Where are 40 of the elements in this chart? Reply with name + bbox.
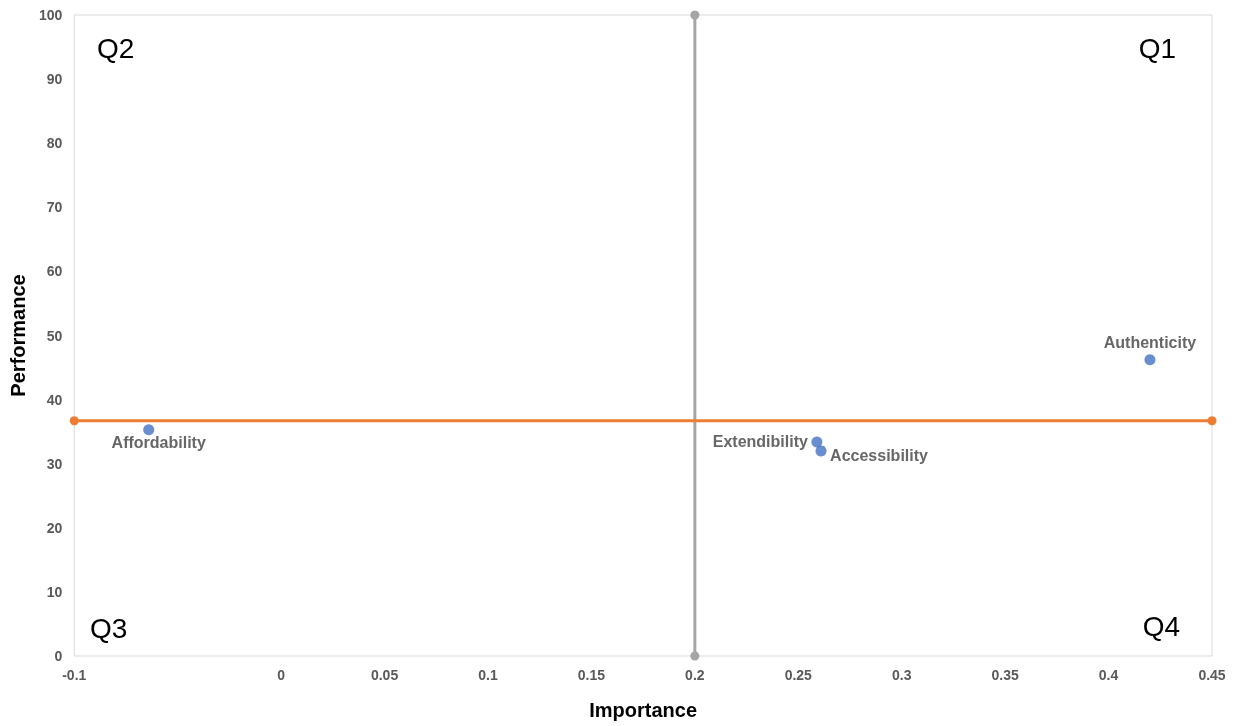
x-tick-label: 0.45 xyxy=(1198,667,1226,683)
annotation: Q4 xyxy=(1142,610,1181,642)
x-tick-label: 0.05 xyxy=(370,667,399,683)
annotation: Authenticity xyxy=(1103,334,1197,352)
point xyxy=(811,436,823,448)
annotation: Affordability xyxy=(111,434,206,452)
point xyxy=(1144,354,1156,366)
x-tick-label: 0.2 xyxy=(685,667,705,683)
y-tick-label: 90 xyxy=(46,71,63,88)
point xyxy=(690,10,700,20)
y-tick-label: 100 xyxy=(38,7,63,23)
y-tick-label: 50 xyxy=(46,327,63,344)
point xyxy=(143,424,155,436)
annotation: Accessibility xyxy=(830,447,929,465)
point xyxy=(690,651,700,661)
y-tick-label: 80 xyxy=(46,135,63,152)
y-tick-label: 10 xyxy=(46,583,63,600)
y-tick-label: 40 xyxy=(46,391,63,408)
x-tick-label: 0.4 xyxy=(1098,667,1119,683)
x-tick-label: 0.3 xyxy=(891,667,912,683)
annotation: Q3 xyxy=(90,612,128,644)
point xyxy=(69,416,79,426)
y-tick-label: 30 xyxy=(46,455,63,472)
point xyxy=(1207,416,1217,426)
x-axis-title: Importance xyxy=(589,699,698,721)
y-axis-title: Performance xyxy=(7,274,29,397)
y-tick-label: 70 xyxy=(46,199,63,216)
x-tick-label: 0.15 xyxy=(577,667,606,683)
point xyxy=(815,445,827,457)
x-tick-label: 0.25 xyxy=(784,667,813,683)
x-tick-label: -0.1 xyxy=(62,667,87,683)
annotation: Q1 xyxy=(1138,32,1177,64)
annotation: Q2 xyxy=(97,32,135,64)
annotation: Extendibility xyxy=(712,433,808,451)
x-tick-label: 0 xyxy=(277,667,286,683)
x-tick-label: 0.1 xyxy=(478,667,498,683)
y-tick-label: 60 xyxy=(46,263,63,280)
y-tick-label: 0 xyxy=(54,648,63,664)
y-tick-label: 20 xyxy=(46,519,63,536)
x-tick-label: 0.35 xyxy=(991,667,1019,683)
